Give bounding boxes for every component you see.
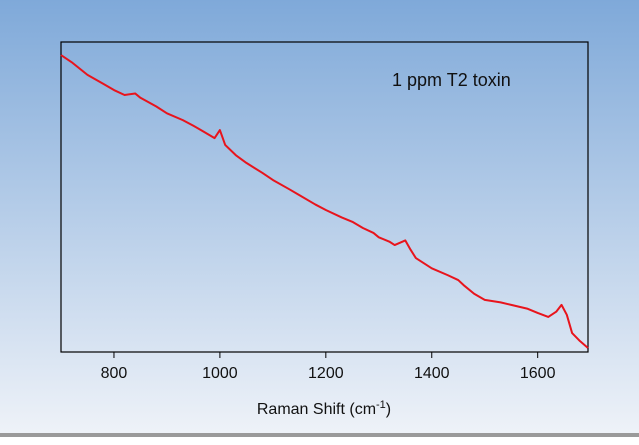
x-tick-label: 1400 xyxy=(414,365,450,382)
x-tick-label: 1600 xyxy=(520,365,556,382)
x-axis-label: Raman Shift (cm-1) xyxy=(257,399,391,418)
background xyxy=(0,0,639,433)
x-label-part: ) xyxy=(386,401,391,418)
x-label-part: Raman Shift (cm xyxy=(257,401,376,418)
x-tick-label: 1000 xyxy=(202,365,238,382)
x-tick-label: 800 xyxy=(101,365,128,382)
plot-frame xyxy=(60,41,589,353)
x-tick-label: 1200 xyxy=(308,365,344,382)
x-label-part: -1 xyxy=(376,399,386,411)
spectrum-line xyxy=(60,54,589,349)
bottom-rule xyxy=(0,433,639,437)
annotation: 1 ppm T2 toxin xyxy=(392,70,511,90)
